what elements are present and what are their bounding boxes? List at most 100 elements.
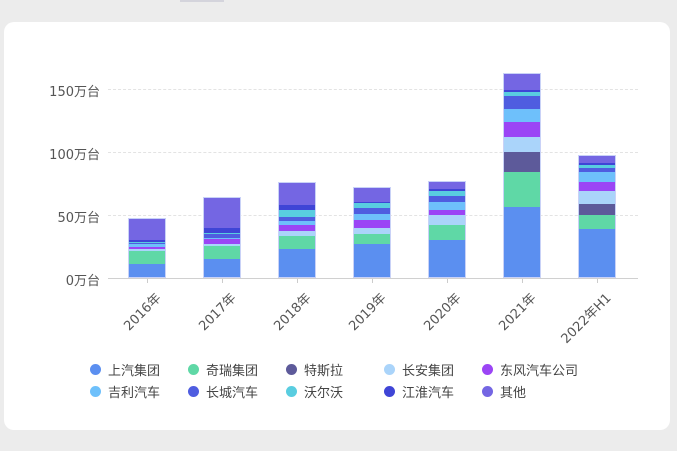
bar-segment[interactable]	[279, 248, 315, 277]
bar-segment[interactable]	[504, 152, 540, 173]
bar-segment[interactable]	[354, 220, 390, 228]
legend-item-geely[interactable]: 吉利汽车	[90, 382, 188, 401]
bar-segment[interactable]	[129, 240, 165, 242]
gridline-150	[108, 89, 638, 90]
bar-segment[interactable]	[504, 92, 540, 97]
bar-segment[interactable]	[204, 258, 240, 277]
bar-segment[interactable]	[129, 218, 165, 241]
bar-segment[interactable]	[504, 207, 540, 277]
bar-4[interactable]	[428, 180, 466, 278]
bar-segment[interactable]	[504, 172, 540, 208]
legend-label: 沃尔沃	[304, 385, 344, 401]
bar-segment[interactable]	[504, 137, 540, 153]
bar-segment[interactable]	[204, 243, 240, 247]
bar-segment[interactable]	[354, 207, 390, 215]
bar-segment[interactable]	[579, 181, 615, 192]
bar-segment[interactable]	[279, 183, 315, 206]
bar-segment[interactable]	[429, 215, 465, 226]
x-tick-label: 2022年H1	[558, 290, 615, 347]
x-tick-mark	[522, 279, 523, 283]
bar-segment[interactable]	[129, 263, 165, 277]
bar-segment[interactable]	[279, 221, 315, 226]
bar-segment[interactable]	[204, 238, 240, 244]
bar-segment[interactable]	[429, 181, 465, 190]
bar-segment[interactable]	[429, 225, 465, 240]
x-tick-label: 2021年	[496, 290, 540, 335]
bar-segment[interactable]	[354, 243, 390, 277]
bar-segment[interactable]	[354, 214, 390, 221]
x-tick-label: 2017年	[196, 290, 240, 335]
bar-segment[interactable]	[579, 162, 615, 166]
legend-item-greatwall[interactable]: 长城汽车	[188, 382, 286, 401]
bar-segment[interactable]	[204, 198, 240, 228]
legend-label: 长安集团	[402, 363, 455, 379]
bar-segment[interactable]	[279, 231, 315, 237]
legend-row-2: 吉利汽车 长城汽车 沃尔沃 江淮汽车 其他	[90, 380, 610, 402]
legend-item-jac[interactable]: 江淮汽车	[384, 382, 482, 401]
bar-segment[interactable]	[504, 108, 540, 123]
legend-row-1: 上汽集团 奇瑞集团 特斯拉 长安集团 东风汽车公司	[90, 358, 610, 380]
x-tick-label: 2020年	[421, 290, 465, 335]
bar-segment[interactable]	[279, 216, 315, 222]
legend-dot-icon	[384, 385, 395, 397]
legend-item-saic[interactable]: 上汽集团	[90, 360, 188, 379]
bar-segment[interactable]	[354, 227, 390, 234]
bar-segment[interactable]	[129, 251, 165, 264]
legend-item-tesla[interactable]: 特斯拉	[286, 360, 384, 379]
bar-2[interactable]	[278, 182, 316, 278]
bar-segment[interactable]	[204, 232, 240, 234]
bar-segment[interactable]	[204, 227, 240, 233]
bar-segment[interactable]	[504, 73, 540, 90]
bar-segment[interactable]	[129, 244, 165, 247]
bar-segment[interactable]	[429, 210, 465, 216]
bar-0[interactable]	[128, 217, 166, 278]
bar-segment[interactable]	[504, 96, 540, 109]
bar-segment[interactable]	[579, 155, 615, 163]
bar-segment[interactable]	[354, 233, 390, 244]
bar-segment[interactable]	[204, 246, 240, 259]
legend-item-other[interactable]: 其他	[482, 382, 602, 401]
bar-segment[interactable]	[129, 242, 165, 245]
legend-label: 其他	[500, 385, 527, 401]
x-tick-label: 2016年	[121, 290, 165, 335]
bar-segment[interactable]	[279, 210, 315, 217]
bar-segment[interactable]	[429, 201, 465, 211]
x-tick-mark	[447, 279, 448, 283]
bar-segment[interactable]	[579, 214, 615, 229]
bar-segment[interactable]	[129, 241, 165, 243]
bar-segment[interactable]	[579, 165, 615, 168]
bar-segment[interactable]	[429, 189, 465, 191]
bar-segment[interactable]	[429, 190, 465, 196]
bar-segment[interactable]	[279, 236, 315, 249]
legend-label: 奇瑞集团	[206, 363, 259, 379]
legend-item-volvo[interactable]: 沃尔沃	[286, 382, 384, 401]
bar-segment[interactable]	[429, 195, 465, 202]
bar-segment[interactable]	[204, 234, 240, 238]
bar-segment[interactable]	[579, 228, 615, 277]
bar-5[interactable]	[503, 72, 541, 278]
bar-segment[interactable]	[129, 248, 165, 252]
legend-item-chery[interactable]: 奇瑞集团	[188, 360, 286, 379]
bar-segment[interactable]	[279, 205, 315, 211]
bar-3[interactable]	[353, 187, 391, 278]
bar-segment[interactable]	[579, 171, 615, 182]
bar-segment[interactable]	[504, 89, 540, 93]
bar-segment[interactable]	[579, 191, 615, 204]
legend-item-changan[interactable]: 长安集团	[384, 360, 482, 379]
x-tick-mark	[597, 279, 598, 283]
bar-segment[interactable]	[354, 203, 390, 208]
bar-segment[interactable]	[579, 203, 615, 215]
bar-segment[interactable]	[429, 239, 465, 277]
x-tick-mark	[297, 279, 298, 283]
bar-segment[interactable]	[354, 201, 390, 204]
bar-segment[interactable]	[354, 188, 390, 202]
bar-6[interactable]	[578, 154, 616, 278]
bar-segment[interactable]	[504, 122, 540, 138]
bar-segment[interactable]	[204, 237, 240, 239]
legend-item-dongfeng[interactable]: 东风汽车公司	[482, 360, 602, 379]
bar-segment[interactable]	[579, 167, 615, 172]
bar-segment[interactable]	[129, 246, 165, 249]
bar-segment[interactable]	[279, 225, 315, 232]
bar-1[interactable]	[203, 197, 241, 278]
